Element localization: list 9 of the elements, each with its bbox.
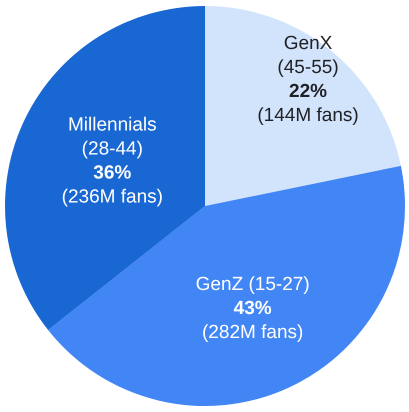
text: (282M fans): [202, 322, 304, 343]
slice-label: Millennials (28-44): [68, 114, 157, 160]
text: (236M fans): [62, 186, 163, 208]
data-label: 43%: [234, 298, 272, 319]
slice-label: GenZ (15-27): [196, 274, 310, 295]
data-label: 22%: [289, 81, 328, 102]
slice-label: GenX (45-55): [277, 33, 339, 78]
text: (144M fans): [257, 105, 359, 126]
data-label: 36%: [93, 162, 132, 184]
